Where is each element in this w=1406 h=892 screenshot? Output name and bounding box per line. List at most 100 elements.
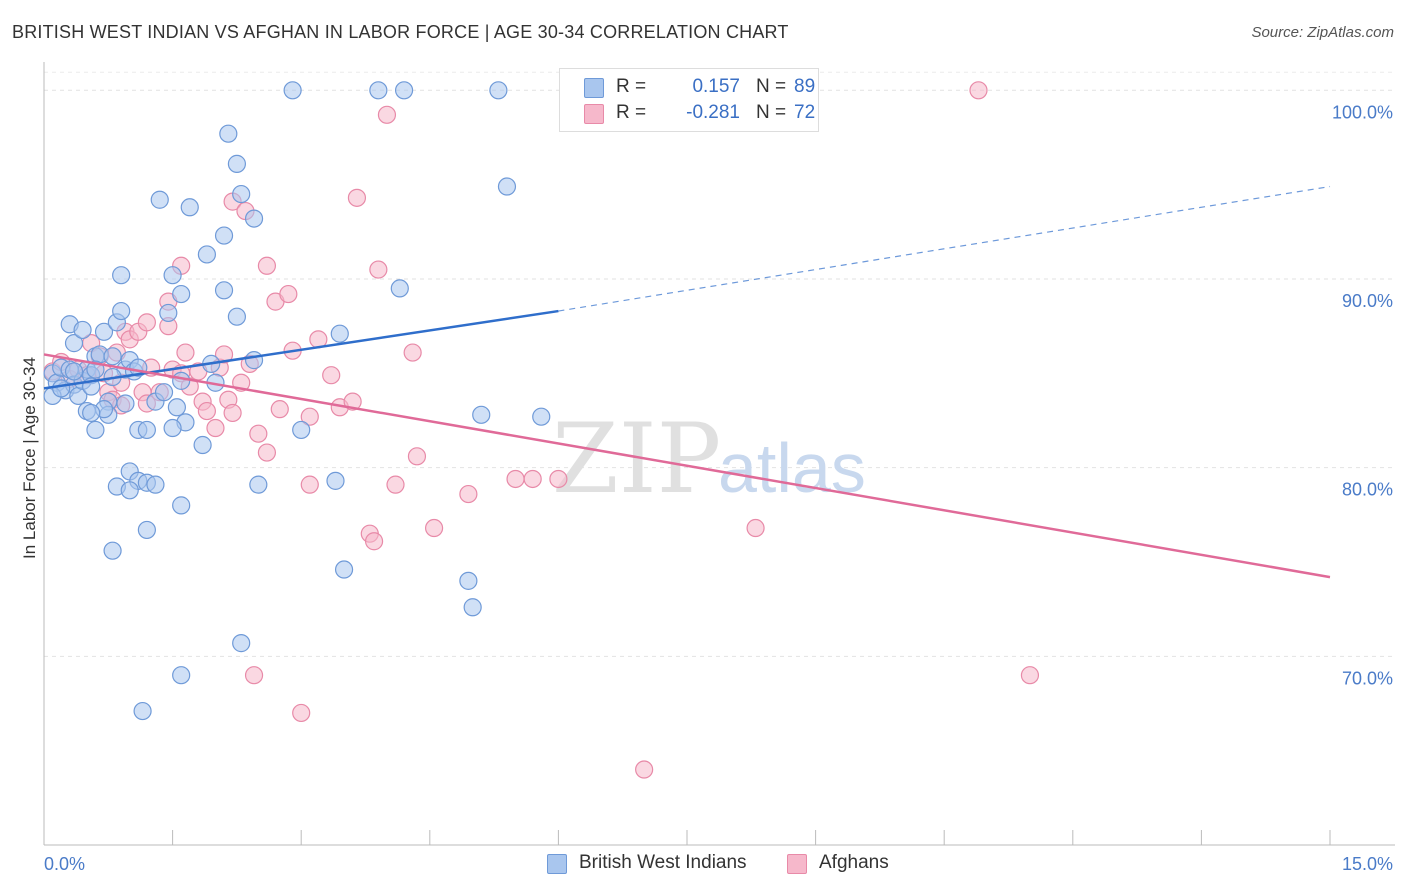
bwi-point [463,598,482,617]
bwi-point [219,124,238,143]
bwi-point [133,701,152,721]
bwi-point [369,81,388,100]
source-label: Source: ZipAtlas.com [1251,24,1394,41]
bwi-point [150,190,169,209]
bwi-point [459,571,478,590]
bwi-point [172,496,191,515]
legend-n-label: N = [756,76,787,97]
bwi-point [214,226,234,245]
bwi-point [197,245,216,264]
afghan-point [369,260,388,279]
y-tick-label: 80.0% [1342,480,1393,500]
bwi-point [214,281,234,300]
bwi-point [163,266,182,285]
afghan-trend-line [43,353,1331,579]
bwi-point [180,198,199,217]
afghan-point [549,469,568,489]
bwi-point [64,362,84,381]
afghan-point [407,447,427,466]
legend-n-label: N = [756,102,787,123]
bwi-point [167,398,186,417]
bwi-point [112,266,131,285]
bwi-point [172,284,191,304]
afghan-point [347,188,367,207]
bwi-point [64,334,84,353]
bwi-point [489,81,508,100]
legend-label-bwi: British West Indians [579,852,747,873]
bwi-trend-line [43,309,559,390]
bwi-point [326,471,345,490]
bwi-point [94,322,114,341]
bwi-point [472,405,491,424]
bwi-point [116,394,135,413]
afghan-point [635,760,654,779]
x-tick-label: 0.0% [44,854,85,874]
afghan-point [377,105,397,124]
bwi-point [137,520,156,540]
legend-swatch-bwi [547,854,567,874]
afghan-point [279,284,298,304]
afghan-point [223,403,242,423]
y-tick-label: 100.0% [1332,102,1393,122]
bwi-point [112,301,131,321]
bwi-point [146,475,165,494]
legend-swatch-afghan [584,104,604,124]
afghan-point [403,343,422,362]
afghan-point [300,475,319,494]
legend-swatch-afghan [787,854,807,874]
correlation-legend: R = 0.157 N = 89 R = -0.281 N = 72 [559,68,819,132]
bwi-point [244,209,264,228]
bwi-points [43,81,551,721]
bwi-point [137,420,156,440]
afghan-point [386,475,405,494]
afghan-points [43,81,1040,779]
bwi-point [532,407,551,426]
bwi-point [394,81,414,100]
afghan-point [176,343,195,362]
afghan-point [197,401,216,421]
legend-n-value: 89 [794,76,816,97]
bwi-trend-extension [558,185,1331,312]
afghan-point [270,400,289,419]
afghan-point [244,666,264,685]
x-tick-label: 15.0% [1342,854,1393,874]
trend-lines [43,185,1331,579]
bwi-point [193,435,212,455]
bwi-point [103,541,122,560]
bwi-point [232,184,251,204]
afghan-point [257,256,277,275]
bwi-point [334,560,354,579]
bwi-point [497,177,517,196]
bwi-point [292,420,311,440]
series-legend: British West Indians Afghans [0,852,1406,878]
afghan-point [459,484,478,504]
afghan-point [249,424,268,443]
afghan-point [969,81,988,100]
bwi-point [86,420,105,440]
afghan-point [322,366,341,385]
bwi-point [227,154,246,173]
tick-labels: 70.0% 80.0% 90.0% 100.0% 0.0% 15.0% [44,102,1393,874]
axes [43,62,1395,846]
bwi-point [163,418,182,438]
legend-r-label: R = [616,102,647,123]
bwi-point [52,379,71,398]
legend-swatch-bwi [584,78,604,98]
legend-n-value: 72 [794,102,816,123]
afghan-point [364,532,384,551]
afghan-point [257,443,277,462]
bwi-point [172,371,191,390]
afghan-point [523,469,542,489]
bwi-point [227,307,246,326]
bwi-point [82,403,101,423]
bwi-point [249,475,268,494]
legend-r-value: -0.281 [686,102,740,123]
afghan-point [343,392,362,411]
bwi-point [154,383,174,402]
afghan-point [214,345,234,364]
bwi-point [232,634,251,653]
afghan-point [506,469,525,489]
bwi-point [244,351,264,370]
bwi-point [283,81,302,100]
